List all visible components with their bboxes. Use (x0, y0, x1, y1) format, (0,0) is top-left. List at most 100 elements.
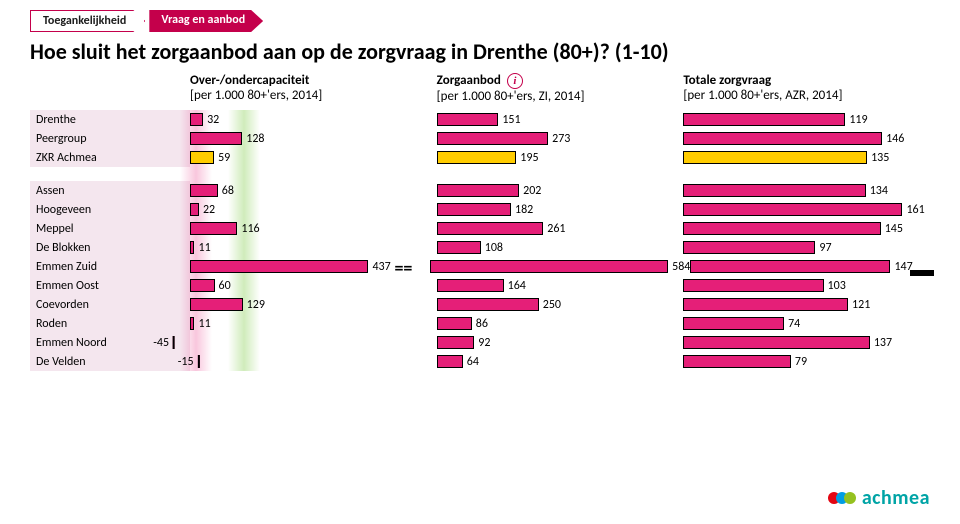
cell: 250 (437, 295, 684, 314)
bar (430, 260, 668, 273)
bar (683, 132, 882, 145)
bar (173, 336, 175, 349)
bar-value: 74 (788, 317, 800, 331)
bar (437, 132, 548, 145)
bar (437, 336, 475, 349)
row-label: Emmen Zuid (30, 257, 190, 276)
bar (437, 203, 511, 216)
bar-value: -45 (153, 336, 169, 350)
bar-value: 103 (828, 279, 846, 293)
data-table: Drenthe 32 151 119 Peergroup128273 146 ZKR Ach… (30, 110, 930, 371)
cell: 584 (430, 257, 691, 276)
page: Toegankelijkheid Vraag en aanbod Hoe slu… (0, 0, 960, 524)
bar-value: 145 (885, 222, 903, 236)
cell: 146 (683, 129, 930, 148)
bar-value: 119 (849, 113, 867, 127)
col-head-1-sub: [per 1.000 80+'ers, ZI, 2014] (437, 89, 684, 104)
bar (190, 241, 194, 254)
cell: 11 (190, 314, 437, 333)
bar-value: 86 (476, 317, 488, 331)
col-head-2-title: Totale zorgvraag (683, 73, 771, 88)
cell: 119 (683, 110, 930, 129)
cell: 97 (683, 238, 930, 257)
cell: 145 (683, 219, 930, 238)
col-head-0: Over-/ondercapaciteit [per 1.000 80+'ers… (190, 73, 437, 104)
bar (190, 203, 199, 216)
bar (437, 279, 504, 292)
cell: 59 (190, 148, 437, 167)
bar (190, 222, 237, 235)
legend-equals-icon: == (394, 264, 412, 272)
bar (190, 317, 194, 330)
cell: 32 (190, 110, 437, 129)
bar-value: 182 (515, 203, 533, 217)
bar-value: 135 (871, 151, 889, 165)
bar-value: 129 (247, 298, 265, 312)
bar (437, 317, 472, 330)
table-row: Emmen Zuid 437 584147 (30, 257, 930, 276)
table-row: Emmen Oost60164103 (30, 276, 930, 295)
bar-value: 97 (819, 241, 831, 255)
bar-value: 32 (207, 113, 219, 127)
cell: 151 (437, 110, 684, 129)
table-row: Drenthe 32 151 119 (30, 110, 930, 129)
row-label: Peergroup (30, 129, 190, 148)
table-row: Assen68202134 (30, 181, 930, 200)
bar-value: 121 (852, 298, 870, 312)
cell: 121 (683, 295, 930, 314)
row-label: Roden (30, 314, 190, 333)
cell: -15 (190, 352, 437, 371)
table-row: De Velden-156479 (30, 352, 930, 371)
cell: 103 (683, 276, 930, 295)
row-label: ZKR Achmea (30, 148, 190, 167)
bar-value: 60 (219, 279, 231, 293)
bar (190, 113, 203, 126)
bar (683, 298, 848, 311)
table-row: ZKR Achmea 59 195 135 (30, 148, 930, 167)
cell: 128 (190, 129, 437, 148)
row-label: Coevorden (30, 295, 190, 314)
bar (198, 355, 200, 368)
table-row: Roden11 86 74 (30, 314, 930, 333)
bar (437, 241, 481, 254)
bar (437, 151, 517, 164)
bar-value: 584 (672, 260, 690, 274)
brand-text: achmea (862, 486, 930, 510)
cell: 273 (437, 129, 684, 148)
bar-value: 437 (372, 260, 390, 274)
bar-value: 151 (502, 113, 520, 127)
bar-value: 11 (198, 241, 210, 255)
row-group-0: Drenthe 32 151 119 Peergroup128273 146 ZKR Ach… (30, 110, 930, 167)
bar-value: 116 (241, 222, 259, 236)
cell: 74 (683, 314, 930, 333)
bar (190, 260, 368, 273)
tab-toegankelijkheid[interactable]: Toegankelijkheid (30, 10, 145, 32)
row-label: Hoogeveen (30, 200, 190, 219)
cell: -45 (190, 333, 437, 352)
bar-value: 59 (218, 151, 230, 165)
bar-value: 22 (203, 203, 215, 217)
bar (683, 317, 784, 330)
bar (683, 279, 823, 292)
cell: 202 (437, 181, 684, 200)
tab-vraag-en-aanbod[interactable]: Vraag en aanbod (149, 10, 263, 32)
cell: 86 (437, 314, 684, 333)
bar-value: 79 (795, 355, 807, 369)
bar (437, 113, 499, 126)
cell: 195 (437, 148, 684, 167)
table-row: Meppel116261145 (30, 219, 930, 238)
row-label: Drenthe (30, 110, 190, 129)
cell: 147 (690, 257, 930, 276)
table-row: Emmen Noord-4592137 (30, 333, 930, 352)
row-label: Emmen Oost (30, 276, 190, 295)
bar (190, 298, 243, 311)
bar-value: 64 (467, 355, 479, 369)
bar-value: 146 (886, 132, 904, 146)
bar (190, 132, 242, 145)
bar (683, 355, 791, 368)
info-icon[interactable]: i (507, 73, 523, 89)
col-head-0-title: Over-/ondercapaciteit (190, 73, 309, 88)
chart-area: Drenthe 32 151 119 Peergroup128273 146 ZKR Ach… (30, 110, 930, 371)
cell: 137 (683, 333, 930, 352)
bar-value: -15 (178, 355, 194, 369)
